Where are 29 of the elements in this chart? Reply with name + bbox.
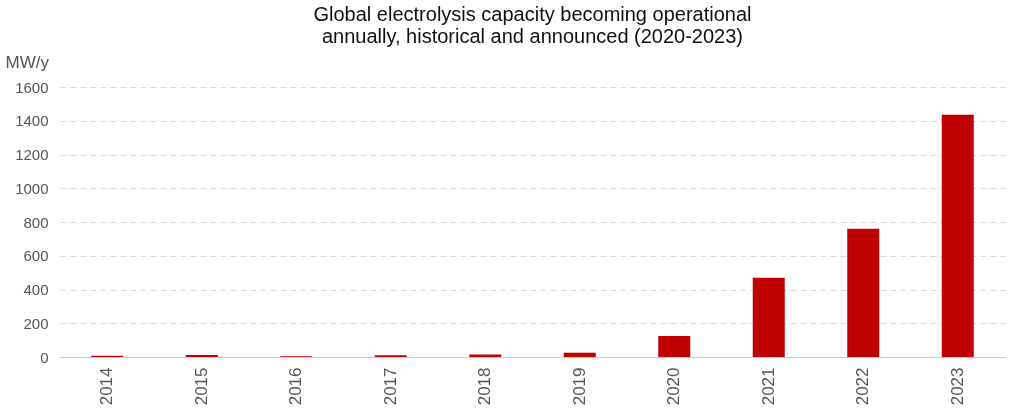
y-tick-label: 200 bbox=[23, 314, 49, 332]
bar bbox=[469, 354, 502, 357]
x-tick-label: 2021 bbox=[758, 367, 778, 406]
bar bbox=[941, 114, 974, 357]
bar bbox=[658, 335, 691, 357]
x-tick-label: 2019 bbox=[569, 367, 589, 406]
bar bbox=[563, 352, 596, 357]
text: annually, historical and announced (2020-2023) bbox=[321, 25, 744, 47]
x-tick-label: 2017 bbox=[380, 367, 400, 406]
bar bbox=[185, 354, 218, 357]
y-tick-label: 1200 bbox=[15, 146, 49, 163]
x-tick-label: 2022 bbox=[853, 367, 873, 406]
x-tick-label: 2020 bbox=[664, 367, 684, 406]
y-axis-title: MW/y bbox=[5, 52, 50, 72]
text: Global electrolysis capacity becoming operational bbox=[313, 3, 752, 25]
bar bbox=[847, 228, 880, 357]
y-tick-label: 600 bbox=[23, 247, 49, 265]
x-tick-label: 2023 bbox=[947, 367, 967, 406]
y-tick-label: 800 bbox=[23, 213, 49, 231]
x-tick-label: 2018 bbox=[475, 367, 495, 406]
x-tick-label: 2016 bbox=[286, 367, 306, 406]
x-tick-label: 2014 bbox=[97, 367, 117, 406]
bar bbox=[752, 277, 785, 357]
y-tick-label: 0 bbox=[40, 348, 49, 366]
y-tick-label: 400 bbox=[23, 281, 49, 298]
y-tick-label: 1000 bbox=[15, 179, 49, 197]
x-tick-label: 2015 bbox=[191, 367, 211, 406]
y-tick-label: 1400 bbox=[15, 112, 49, 130]
y-tick-label: 1600 bbox=[15, 78, 49, 96]
